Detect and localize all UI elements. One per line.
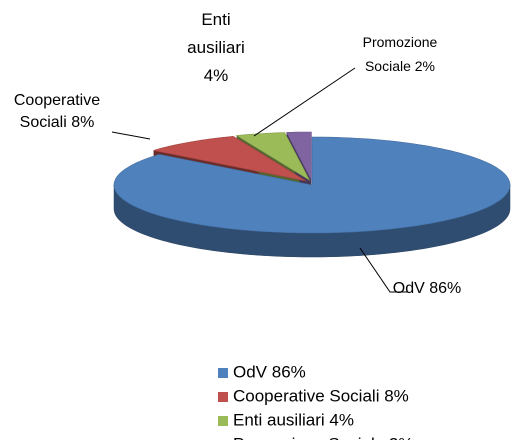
leader-line (253, 67, 356, 137)
legend: OdV 86% Cooperative Sociali 8% Enti ausili… (218, 362, 413, 440)
data-label: OdV 86% (392, 280, 462, 297)
leader-line (359, 247, 408, 293)
pie (113, 131, 511, 258)
legend-swatch (218, 392, 228, 402)
slice (286, 131, 312, 181)
legend-label: Promozione Sociale 2% (233, 434, 413, 440)
legend-label: OdV 86% (233, 362, 306, 381)
slice (153, 135, 307, 182)
data-label: Enti ausiliari 4% (187, 10, 245, 85)
legend-label: Enti ausiliari 4% (233, 410, 354, 429)
legend-label: Cooperative Sociali 8% (233, 386, 409, 405)
legend-swatch (218, 416, 228, 426)
leader-line (111, 131, 151, 140)
slice (235, 132, 311, 181)
data-label: Cooperative Sociali 8% (13, 92, 101, 131)
slice (113, 136, 511, 234)
legend-swatch (218, 368, 228, 378)
data-label: Promozione Sociale 2% (362, 34, 438, 74)
